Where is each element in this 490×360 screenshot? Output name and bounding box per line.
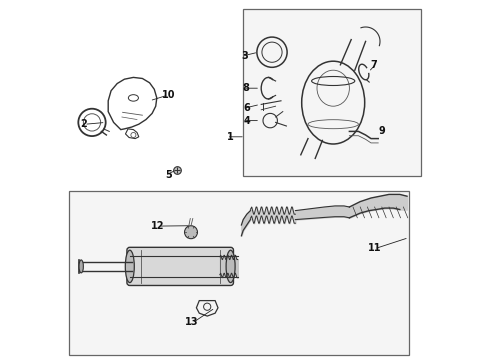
FancyBboxPatch shape bbox=[127, 247, 233, 285]
Text: 1: 1 bbox=[227, 132, 233, 142]
Text: 13: 13 bbox=[185, 317, 199, 327]
Text: 12: 12 bbox=[151, 221, 165, 231]
Text: 7: 7 bbox=[370, 60, 377, 70]
Text: 2: 2 bbox=[80, 119, 87, 129]
Ellipse shape bbox=[226, 250, 235, 283]
Text: 3: 3 bbox=[242, 51, 248, 61]
Ellipse shape bbox=[125, 250, 134, 283]
Text: 4: 4 bbox=[244, 116, 250, 126]
Text: 9: 9 bbox=[379, 126, 386, 136]
Circle shape bbox=[185, 226, 197, 239]
Text: 11: 11 bbox=[368, 243, 381, 253]
Bar bbox=[243, 9, 421, 176]
Text: 8: 8 bbox=[243, 83, 250, 93]
Text: 5: 5 bbox=[165, 170, 172, 180]
Ellipse shape bbox=[79, 260, 83, 273]
Text: 10: 10 bbox=[162, 90, 175, 100]
Text: 6: 6 bbox=[244, 103, 250, 113]
Bar bbox=[69, 191, 409, 355]
